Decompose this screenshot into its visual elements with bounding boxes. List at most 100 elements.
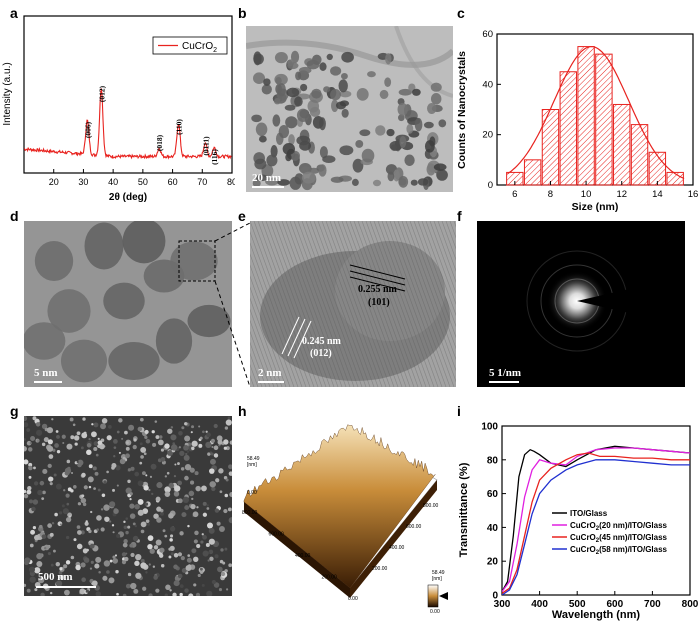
grain (73, 435, 80, 441)
grain (190, 480, 195, 485)
nanoparticle (254, 158, 267, 170)
grain (88, 485, 92, 489)
grain (24, 416, 28, 422)
grain (89, 567, 93, 570)
nanoparticle (330, 176, 344, 183)
grain (211, 446, 214, 449)
grain (121, 560, 127, 565)
nanoparticle (251, 114, 262, 123)
grain (128, 424, 135, 431)
grain (149, 548, 155, 554)
grain (97, 440, 103, 445)
grain (137, 480, 144, 487)
grain (197, 573, 201, 578)
lattice-fringe (250, 308, 279, 387)
lattice-fringe (341, 221, 403, 387)
grain (164, 593, 168, 596)
grain (51, 418, 54, 421)
grain (65, 516, 72, 523)
histogram-bar (577, 46, 595, 186)
grain (26, 440, 32, 446)
grain (116, 430, 120, 434)
tem-image-b: 20 nm (246, 26, 453, 192)
nanoparticle (290, 50, 300, 64)
grain (179, 450, 185, 457)
grain (114, 554, 118, 557)
lattice-fringe (385, 221, 447, 387)
grain (30, 435, 36, 441)
grain (202, 501, 207, 506)
grain (88, 464, 93, 469)
grain (83, 431, 87, 435)
nanoparticle (103, 282, 145, 320)
grain (142, 586, 147, 591)
grain (80, 562, 86, 568)
grain (137, 426, 143, 432)
grain (111, 462, 117, 469)
grain (166, 471, 170, 475)
grain (224, 569, 228, 573)
grain (24, 493, 29, 499)
grain (164, 491, 171, 497)
grain (187, 554, 191, 557)
grain (47, 463, 52, 469)
grain (129, 543, 134, 548)
lattice-fringe (250, 286, 287, 387)
histogram-bar (613, 103, 631, 186)
grain (36, 439, 40, 442)
grain (26, 428, 31, 432)
grain (155, 539, 162, 546)
grain (29, 442, 32, 445)
nanoparticle (274, 52, 288, 64)
histogram-y-label: Counts of Nanocrystals (456, 51, 468, 169)
grain (81, 577, 86, 582)
nanoparticle (24, 322, 66, 360)
grain (184, 464, 192, 471)
grain (177, 498, 183, 504)
grain (208, 538, 215, 545)
histogram-x-tick-label: 16 (688, 189, 699, 200)
lattice-fringe (325, 221, 387, 387)
lattice-fringe (329, 221, 391, 387)
afm-colorbar-unit: [nm] (432, 576, 442, 582)
nanoparticle (298, 66, 312, 74)
lattice-fringe (369, 221, 431, 387)
grain (127, 525, 131, 529)
nanoparticle (277, 179, 290, 186)
grain (177, 573, 183, 579)
grain (39, 480, 45, 486)
nanoparticle (295, 71, 302, 81)
grain (88, 437, 91, 441)
scale-label-e: 2 nm (258, 367, 282, 379)
grain (187, 524, 190, 528)
lattice-fringe (250, 242, 303, 387)
grain (68, 515, 72, 518)
grain (99, 443, 105, 450)
nanoparticle (258, 135, 267, 143)
grain (116, 484, 119, 487)
grain (91, 431, 97, 438)
nanoparticle (375, 125, 386, 136)
grain (55, 483, 62, 490)
lattice-fringe (250, 231, 307, 387)
grain (160, 457, 166, 462)
lattice-fringe (289, 221, 351, 387)
grain (192, 511, 199, 518)
grain (76, 525, 81, 529)
grain (211, 579, 217, 585)
grain (76, 543, 83, 550)
grain (170, 526, 176, 532)
grain (92, 466, 97, 471)
grain (56, 434, 60, 439)
xrd-x-tick-label: 80 (227, 177, 235, 187)
grain (186, 450, 190, 453)
grain (41, 442, 46, 447)
grain (63, 564, 68, 569)
grain (111, 524, 115, 527)
lattice-fringe (297, 221, 359, 387)
grain (50, 563, 54, 567)
afm-axis-tick-label: 200.00 (372, 566, 388, 572)
grain (61, 504, 65, 508)
grain (143, 452, 147, 456)
grain (196, 543, 201, 549)
